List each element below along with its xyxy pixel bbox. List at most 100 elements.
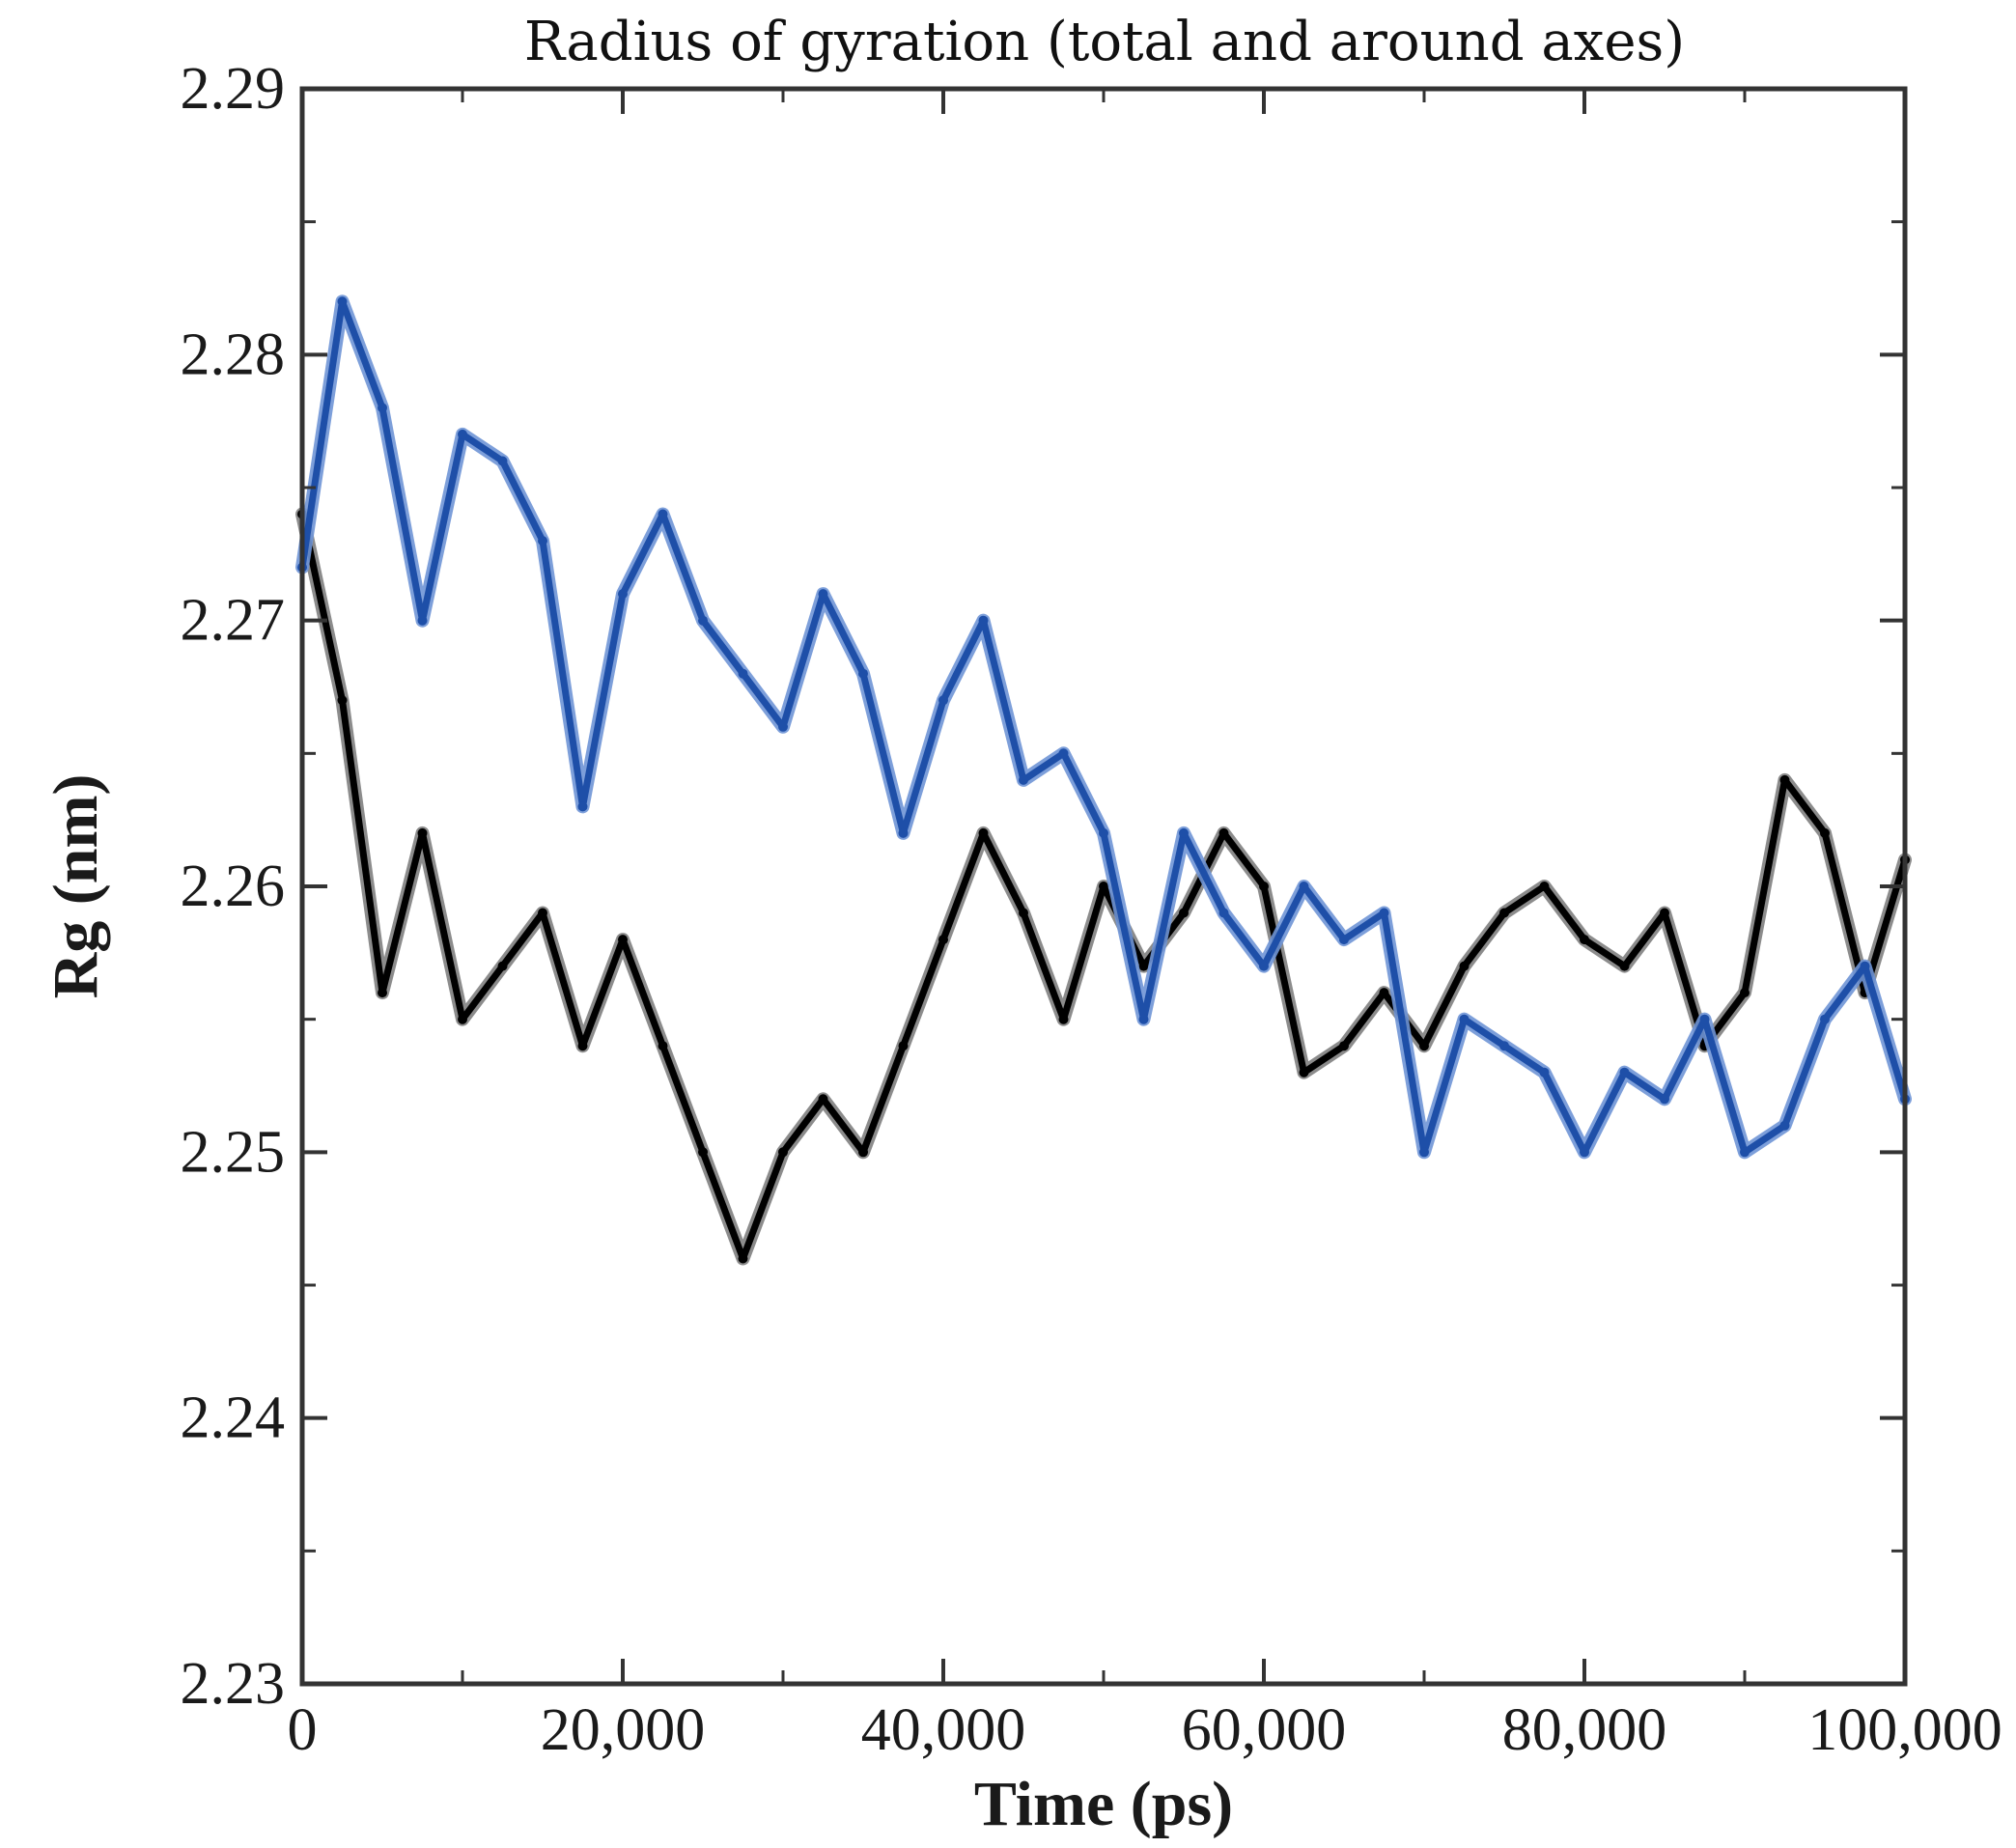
series-1-point [538, 536, 547, 546]
series-0-point [1379, 988, 1389, 998]
series-1-point [1459, 1014, 1470, 1024]
x-tick-label: 60,000 [1182, 1697, 1347, 1763]
series-1-point [1299, 882, 1309, 891]
series-1-point [1779, 1120, 1790, 1131]
series-1-point [698, 615, 708, 626]
series-0-point [778, 1147, 788, 1158]
series-1-point [417, 615, 428, 626]
y-tick-label: 2.24 [181, 1386, 286, 1451]
series-0-point [658, 1041, 668, 1051]
series-1-point [778, 721, 788, 732]
series-0-point [618, 935, 628, 945]
series-0-point [538, 908, 547, 918]
series-1-point [1740, 1147, 1750, 1158]
series-1-point [1259, 961, 1269, 971]
series-1-point [1419, 1147, 1429, 1158]
series-1-point [337, 296, 348, 307]
series-0-point [1218, 827, 1229, 838]
y-axis-label: Rg (nm) [41, 774, 111, 999]
series-1-point [1660, 1094, 1669, 1105]
series-1-point [1339, 935, 1349, 945]
series-1-point [818, 589, 828, 600]
series-0-point [938, 935, 948, 945]
series-0-point [417, 827, 428, 838]
series-1-point [1580, 1147, 1589, 1158]
series-0-point [1660, 908, 1669, 918]
chart-title: Radius of gyration (total and around axe… [524, 11, 1685, 73]
series-0-point [1539, 882, 1550, 891]
x-tick-label: 0 [288, 1697, 318, 1763]
series-1-point [1860, 961, 1870, 971]
series-0-point [738, 1253, 748, 1264]
series-0-point [1019, 908, 1028, 918]
series-0-point [1740, 988, 1750, 998]
series-1-point [618, 589, 628, 600]
series-1-point [858, 668, 868, 679]
y-tick-label: 2.25 [181, 1119, 286, 1185]
series-1-point [658, 509, 668, 519]
series-1-point [458, 429, 467, 439]
series-1-point [938, 695, 948, 706]
series-1-point [738, 668, 748, 679]
series-0-point [1619, 961, 1630, 971]
series-0-point [1779, 774, 1790, 785]
series-0-point [497, 961, 508, 971]
y-tick-label: 2.29 [181, 56, 286, 122]
series-0-point [1299, 1067, 1309, 1078]
series-0-point [898, 1041, 909, 1051]
series-0-point [1820, 827, 1830, 838]
series-0-point [1058, 1014, 1069, 1024]
series-1-point [1379, 908, 1389, 918]
series-0-point [458, 1014, 467, 1024]
series-1-point [978, 615, 989, 626]
series-1-point [497, 456, 508, 466]
series-1-point [378, 403, 387, 413]
y-tick-label: 2.28 [181, 322, 286, 387]
series-1-point [1699, 1014, 1710, 1024]
series-1-point [1539, 1067, 1550, 1078]
series-0-point [698, 1147, 708, 1158]
series-1-point [1019, 774, 1028, 785]
series-0-point [1179, 908, 1189, 918]
series-1-line [298, 297, 1909, 1156]
x-tick-label: 40,000 [861, 1697, 1026, 1763]
series-0-point [978, 827, 989, 838]
series-0-point [378, 988, 387, 998]
series-0-point [858, 1147, 868, 1158]
series-0-point [1099, 882, 1108, 891]
x-tick-label: 20,000 [541, 1697, 706, 1763]
series-1-point [1179, 827, 1189, 838]
series-1-point [1099, 827, 1108, 838]
y-tick-label: 2.26 [181, 854, 286, 919]
series-1-point [898, 827, 909, 838]
series-0-point [818, 1094, 828, 1105]
x-axis-label: Time (ps) [974, 1769, 1233, 1839]
series-0-point [1499, 908, 1509, 918]
series-1-point [577, 801, 588, 812]
series-0-point [1459, 961, 1470, 971]
series-0-point [1259, 882, 1269, 891]
y-tick-label: 2.23 [181, 1651, 286, 1717]
y-tick-label: 2.27 [181, 588, 286, 654]
series-0-point [1339, 1041, 1349, 1051]
series-0-point [577, 1041, 588, 1051]
x-tick-label: 100,000 [1807, 1697, 2002, 1763]
series-0-point [1138, 961, 1149, 971]
series-1-point [1218, 908, 1229, 918]
tick-layer: 0 20,000 40,000 60,000 80,000 100,000 2.23 2.24… [181, 56, 2002, 1763]
series-0-point [1419, 1041, 1429, 1051]
series-1-outline [295, 294, 1912, 1160]
series-1-point [1138, 1014, 1149, 1024]
series-layer [295, 294, 1912, 1266]
series-1 [295, 294, 1912, 1160]
series-0-point [1580, 935, 1589, 945]
x-tick-label: 80,000 [1502, 1697, 1667, 1763]
series-1-point [1499, 1041, 1509, 1051]
series-1-point [1619, 1067, 1630, 1078]
series-1-point [1058, 748, 1069, 759]
series-1-point [1820, 1014, 1830, 1024]
series-0 [295, 507, 1912, 1266]
series-0-point [337, 695, 348, 706]
